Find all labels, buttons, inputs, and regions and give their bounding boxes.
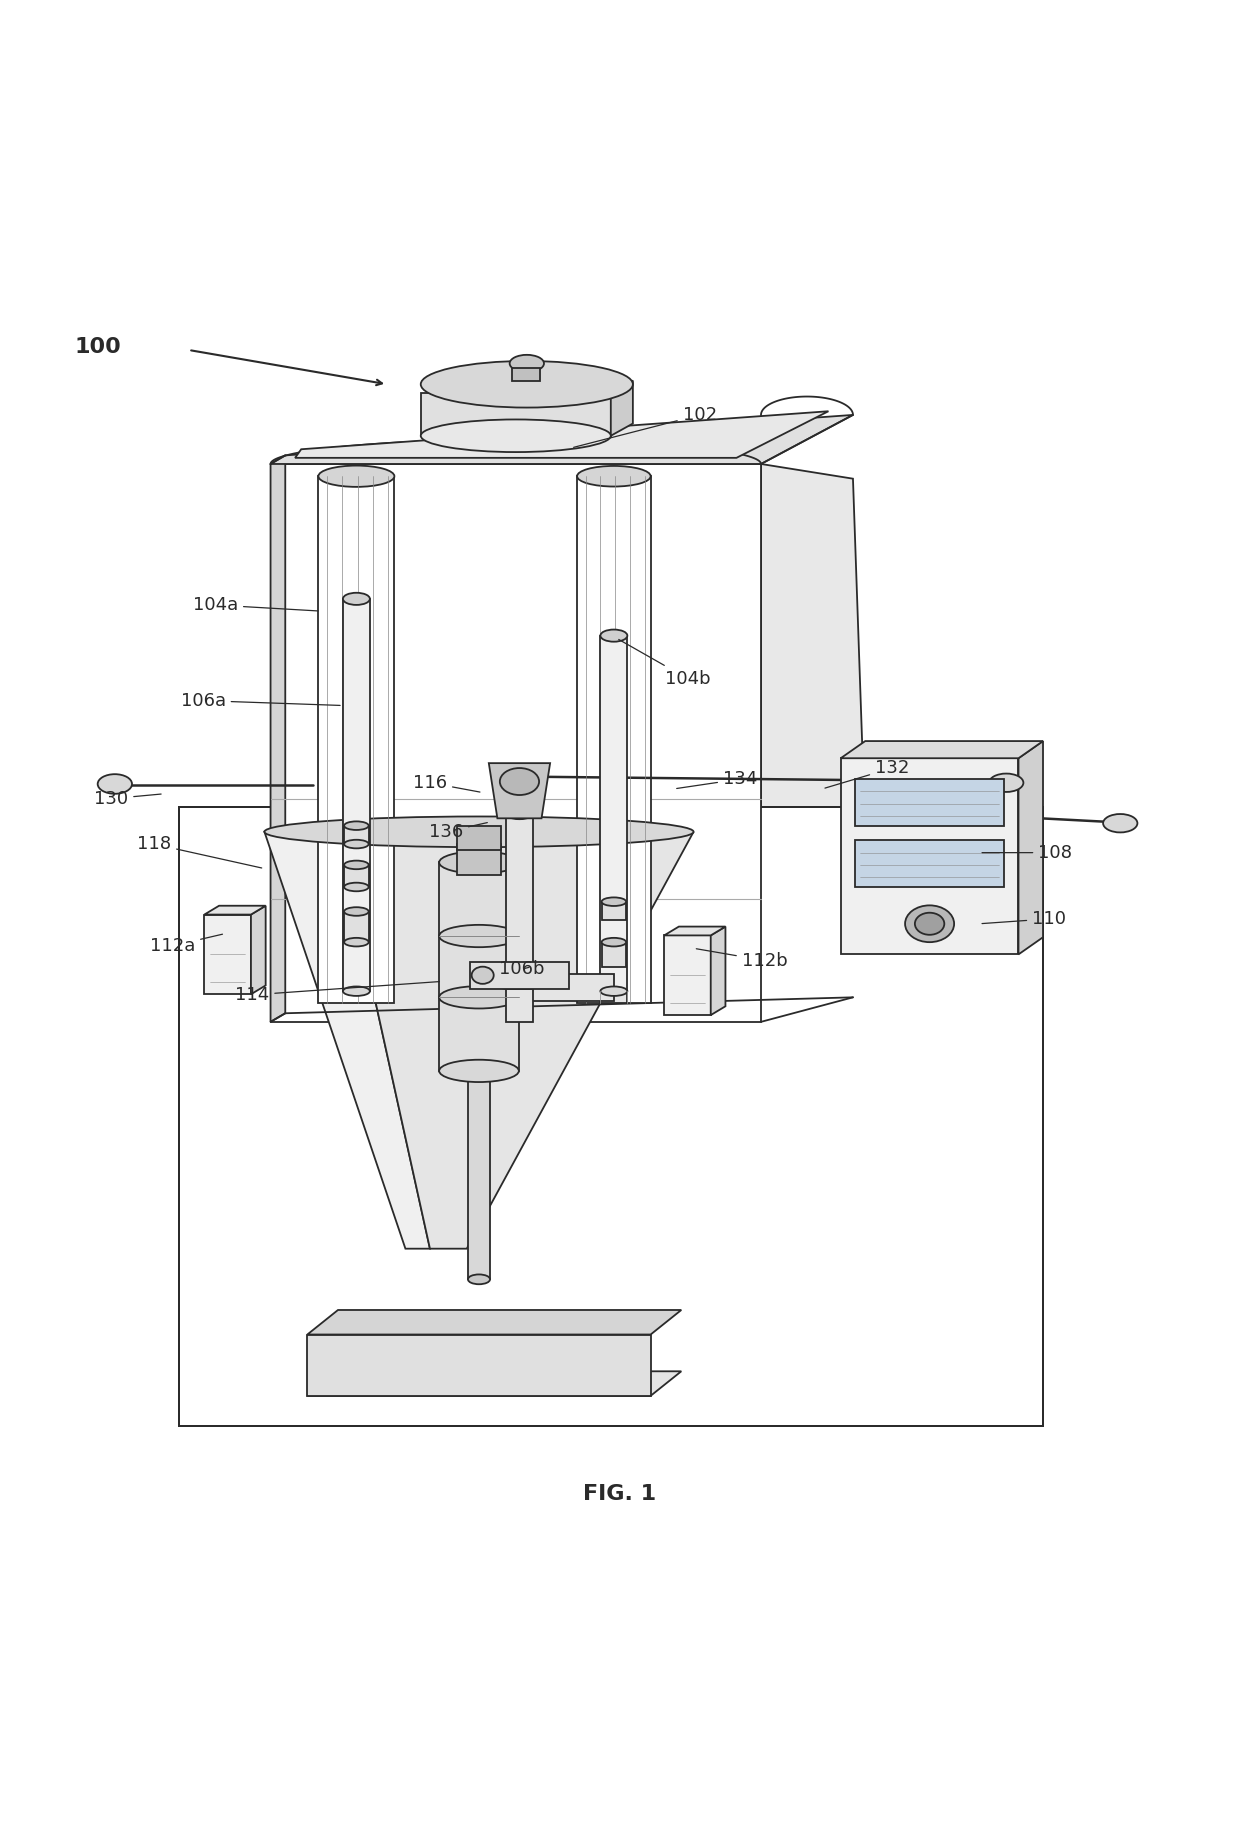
Bar	[345, 864, 368, 888]
Polygon shape	[308, 1334, 651, 1396]
Text: 108: 108	[982, 844, 1073, 862]
Ellipse shape	[600, 629, 627, 642]
Polygon shape	[489, 764, 551, 819]
Bar	[506, 789, 533, 988]
Text: 104b: 104b	[619, 640, 711, 687]
Text: 102: 102	[574, 407, 717, 447]
Text: 134: 134	[677, 769, 758, 789]
Bar	[467, 1070, 490, 1280]
Bar	[345, 826, 368, 844]
Ellipse shape	[439, 1059, 518, 1083]
Ellipse shape	[345, 937, 368, 946]
Ellipse shape	[264, 817, 693, 848]
Text: FIG. 1: FIG. 1	[584, 1484, 656, 1504]
Bar	[600, 992, 627, 1003]
Ellipse shape	[439, 851, 518, 873]
Ellipse shape	[511, 977, 533, 999]
Ellipse shape	[601, 937, 626, 946]
Ellipse shape	[439, 924, 518, 948]
Ellipse shape	[319, 465, 394, 487]
Bar	[179, 808, 1043, 1426]
Bar	[456, 826, 501, 850]
Polygon shape	[1018, 742, 1043, 955]
Polygon shape	[665, 926, 725, 935]
Text: 106b: 106b	[500, 961, 544, 979]
Ellipse shape	[502, 800, 537, 819]
Ellipse shape	[420, 361, 632, 408]
Text: 116: 116	[413, 773, 480, 791]
Ellipse shape	[601, 897, 626, 906]
Polygon shape	[264, 831, 430, 1249]
Bar	[601, 902, 626, 921]
Polygon shape	[665, 935, 711, 1015]
Polygon shape	[339, 831, 693, 1249]
Ellipse shape	[345, 882, 368, 891]
Polygon shape	[761, 465, 862, 1023]
Text: 118: 118	[136, 835, 262, 868]
Polygon shape	[270, 465, 761, 1023]
Bar	[856, 840, 1003, 888]
Text: 104a: 104a	[192, 596, 319, 614]
Ellipse shape	[915, 913, 945, 935]
Text: 106a: 106a	[181, 691, 340, 709]
Ellipse shape	[345, 908, 368, 915]
Text: 136: 136	[429, 822, 487, 840]
Bar	[601, 942, 626, 966]
Ellipse shape	[471, 966, 494, 984]
Ellipse shape	[500, 767, 539, 795]
Text: 130: 130	[94, 789, 161, 808]
Polygon shape	[308, 1371, 681, 1396]
Ellipse shape	[345, 822, 368, 829]
Text: 112a: 112a	[150, 933, 222, 955]
Polygon shape	[250, 906, 265, 994]
Polygon shape	[205, 915, 250, 994]
Ellipse shape	[510, 355, 544, 372]
Polygon shape	[512, 368, 541, 381]
Bar	[506, 984, 533, 1023]
Ellipse shape	[343, 986, 370, 995]
Bar	[470, 963, 568, 988]
Polygon shape	[270, 416, 853, 465]
Ellipse shape	[577, 467, 651, 487]
Polygon shape	[295, 412, 828, 458]
Text: 100: 100	[74, 337, 122, 357]
Polygon shape	[319, 476, 394, 1003]
Polygon shape	[577, 476, 651, 1003]
Bar	[522, 973, 614, 1001]
Bar	[456, 844, 501, 875]
Bar	[600, 636, 627, 992]
Bar	[856, 778, 1003, 826]
Polygon shape	[841, 758, 1018, 955]
Text: 110: 110	[982, 910, 1066, 928]
Ellipse shape	[467, 1274, 490, 1283]
Bar	[343, 598, 370, 992]
Ellipse shape	[990, 773, 1023, 791]
Text: 112b: 112b	[697, 948, 787, 970]
Ellipse shape	[1104, 815, 1137, 833]
Polygon shape	[270, 456, 285, 1023]
Polygon shape	[611, 381, 632, 436]
Polygon shape	[205, 906, 265, 915]
Ellipse shape	[98, 775, 131, 793]
Ellipse shape	[905, 906, 954, 942]
Ellipse shape	[343, 592, 370, 605]
Text: 132: 132	[825, 758, 909, 788]
Ellipse shape	[345, 860, 368, 870]
Bar	[439, 862, 518, 1070]
Ellipse shape	[345, 840, 368, 848]
Ellipse shape	[439, 986, 518, 1008]
Text: 114: 114	[236, 981, 439, 1004]
Polygon shape	[308, 1311, 681, 1334]
Polygon shape	[841, 742, 1043, 758]
Polygon shape	[420, 392, 611, 436]
Polygon shape	[711, 926, 725, 1015]
Ellipse shape	[600, 986, 627, 995]
Ellipse shape	[420, 419, 611, 452]
Bar	[345, 912, 368, 942]
